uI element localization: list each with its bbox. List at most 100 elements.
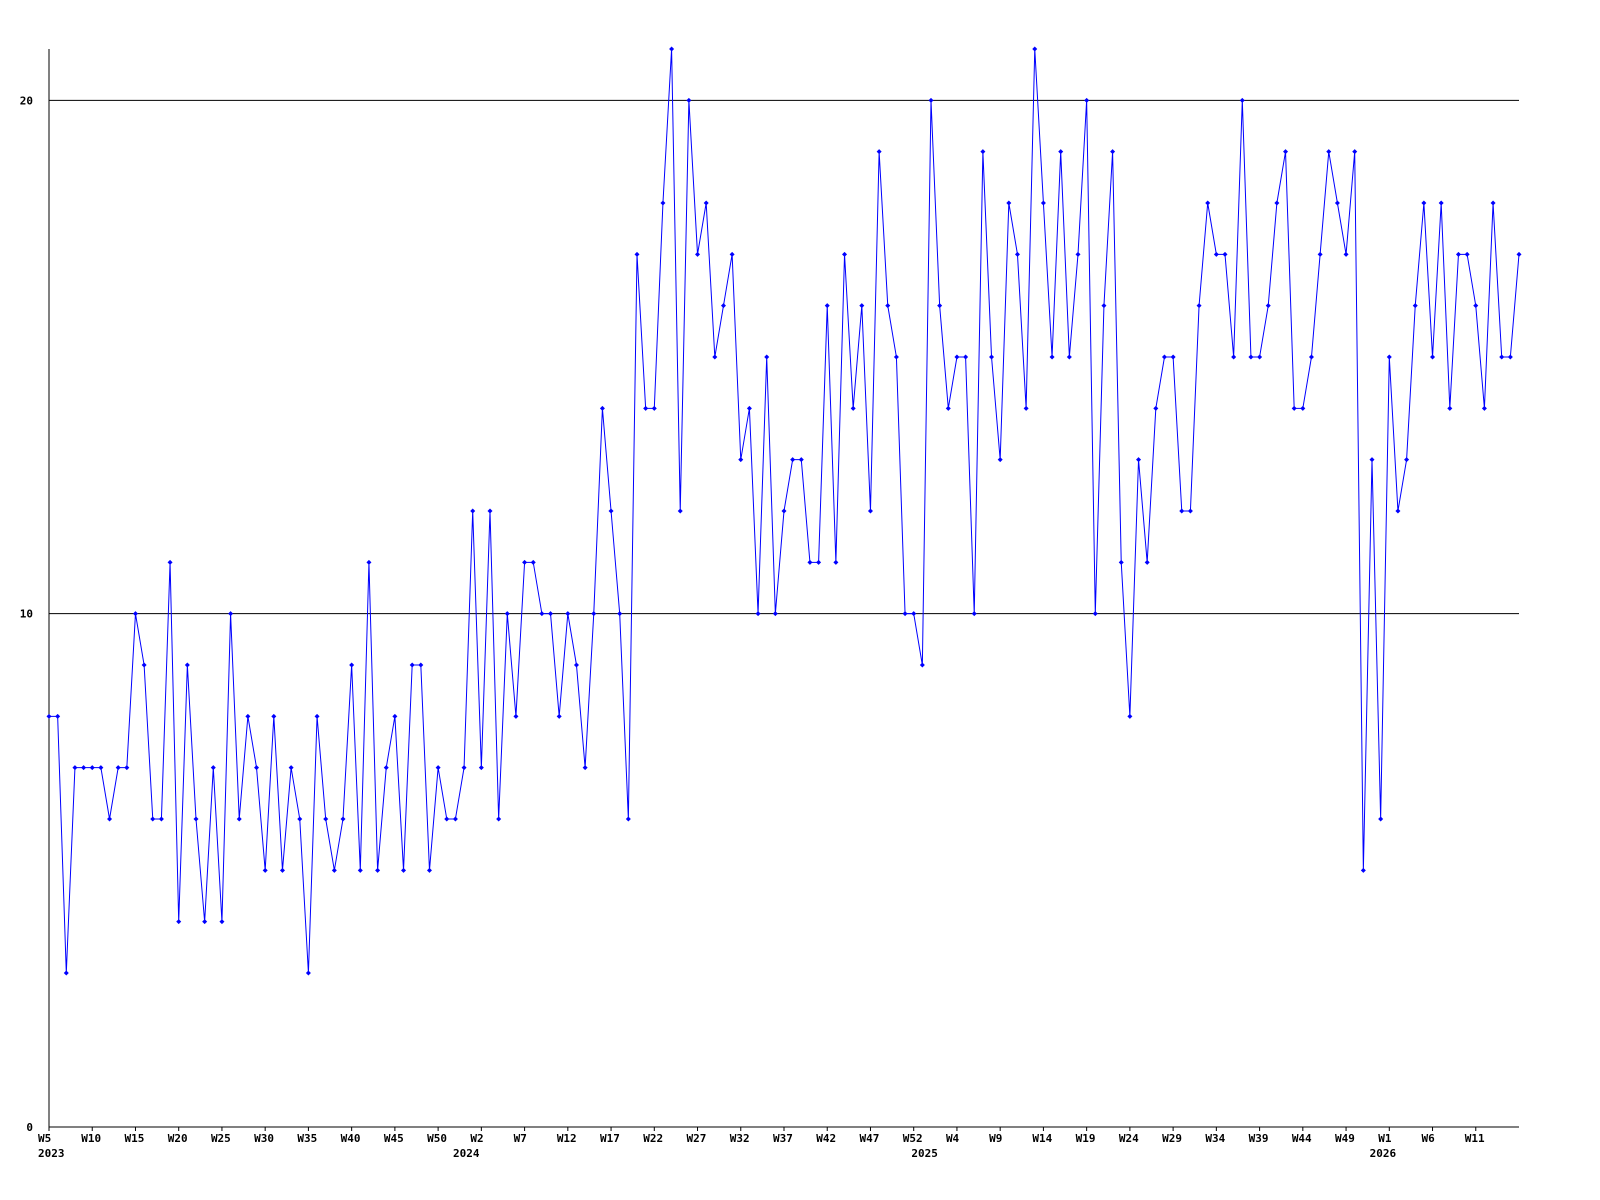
x-tick-label: W45	[384, 1132, 404, 1145]
point	[1386, 354, 1392, 360]
point	[1127, 713, 1133, 719]
x-tick-label: W52	[903, 1132, 923, 1145]
x-tick-label: W20	[168, 1132, 188, 1145]
point	[1161, 354, 1167, 360]
point	[816, 559, 822, 565]
point	[1032, 46, 1038, 52]
point	[850, 405, 856, 411]
point	[401, 867, 407, 873]
point	[63, 970, 69, 976]
point	[452, 816, 458, 822]
x-tick-label: W47	[859, 1132, 879, 1145]
point	[625, 816, 631, 822]
x-tick-label: W4	[946, 1132, 960, 1145]
point	[859, 303, 865, 309]
point	[643, 405, 649, 411]
x-year-label: 2026	[1370, 1147, 1397, 1160]
point	[1283, 149, 1289, 155]
point	[1490, 200, 1496, 206]
point	[539, 611, 545, 617]
point	[599, 405, 605, 411]
point	[634, 251, 640, 257]
point	[107, 816, 113, 822]
point	[893, 354, 899, 360]
x-tick-label: W39	[1249, 1132, 1269, 1145]
point	[478, 765, 484, 771]
x-tick-label: W34	[1205, 1132, 1225, 1145]
point	[1257, 354, 1263, 360]
point	[323, 816, 329, 822]
point	[392, 713, 398, 719]
point	[1326, 149, 1332, 155]
point	[573, 662, 579, 668]
point	[833, 559, 839, 565]
point	[81, 765, 87, 771]
point	[1101, 303, 1107, 309]
point	[150, 816, 156, 822]
point	[158, 816, 164, 822]
point	[513, 713, 519, 719]
x-year-label: 2025	[911, 1147, 938, 1160]
x-tick-label: W30	[254, 1132, 274, 1145]
y-tick-label: 10	[20, 608, 33, 621]
point	[1300, 405, 1306, 411]
point	[772, 611, 778, 617]
x-tick-label: W12	[557, 1132, 577, 1145]
point	[1092, 611, 1098, 617]
point	[1136, 457, 1142, 463]
point	[980, 149, 986, 155]
point	[989, 354, 995, 360]
point	[1179, 508, 1185, 514]
x-tick-label: W7	[514, 1132, 527, 1145]
x-tick-label: W22	[643, 1132, 663, 1145]
point	[1040, 200, 1046, 206]
x-tick-label: W17	[600, 1132, 620, 1145]
point	[219, 919, 225, 925]
point	[746, 405, 752, 411]
point	[764, 354, 770, 360]
point	[1455, 251, 1461, 257]
point	[1369, 457, 1375, 463]
point	[55, 713, 61, 719]
point	[245, 713, 251, 719]
point	[279, 867, 285, 873]
x-tick-label: W25	[211, 1132, 231, 1145]
point	[89, 765, 95, 771]
x-tick-label: W32	[730, 1132, 750, 1145]
point	[1213, 251, 1219, 257]
point	[1343, 251, 1349, 257]
point	[1066, 354, 1072, 360]
point	[504, 611, 510, 617]
x-tick-label: W6	[1422, 1132, 1436, 1145]
point	[1049, 354, 1055, 360]
point	[937, 303, 943, 309]
x-tick-label: W5	[38, 1132, 51, 1145]
x-tick-label: W15	[124, 1132, 144, 1145]
point	[712, 354, 718, 360]
point	[1464, 251, 1470, 257]
point	[115, 765, 121, 771]
point	[141, 662, 147, 668]
x-tick-label: W19	[1076, 1132, 1096, 1145]
point	[1308, 354, 1314, 360]
point	[375, 867, 381, 873]
point	[885, 303, 891, 309]
point	[703, 200, 709, 206]
point	[617, 611, 623, 617]
x-tick-label: W29	[1162, 1132, 1182, 1145]
point	[1421, 200, 1427, 206]
point	[1144, 559, 1150, 565]
point	[383, 765, 389, 771]
point	[1248, 354, 1254, 360]
point	[1170, 354, 1176, 360]
point	[444, 816, 450, 822]
point	[1265, 303, 1271, 309]
point	[1404, 457, 1410, 463]
point	[902, 611, 908, 617]
point	[738, 457, 744, 463]
point	[228, 611, 234, 617]
x-tick-label: W1	[1378, 1132, 1392, 1145]
point	[1516, 251, 1522, 257]
point	[236, 816, 242, 822]
